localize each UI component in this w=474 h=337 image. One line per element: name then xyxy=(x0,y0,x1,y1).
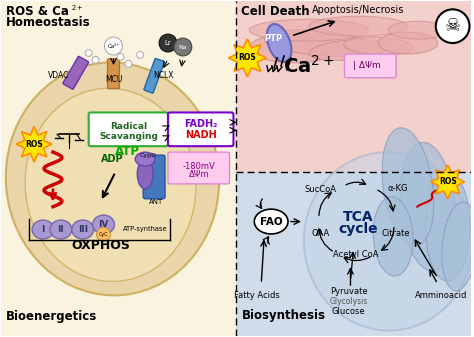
Text: Acetyl CoA: Acetyl CoA xyxy=(333,250,378,259)
Text: Ca²⁺: Ca²⁺ xyxy=(107,43,119,49)
Text: CypD: CypD xyxy=(140,153,157,158)
FancyBboxPatch shape xyxy=(144,59,164,93)
FancyBboxPatch shape xyxy=(168,152,229,184)
Circle shape xyxy=(174,38,192,56)
Text: Cell Death: Cell Death xyxy=(241,5,310,18)
Polygon shape xyxy=(228,39,266,77)
FancyBboxPatch shape xyxy=(63,56,89,89)
Ellipse shape xyxy=(264,30,373,56)
Bar xyxy=(237,172,472,336)
Ellipse shape xyxy=(309,16,408,36)
Text: ROS: ROS xyxy=(439,177,456,186)
Ellipse shape xyxy=(6,62,219,295)
Ellipse shape xyxy=(309,39,388,60)
Ellipse shape xyxy=(249,33,338,63)
Ellipse shape xyxy=(425,172,470,281)
Text: Amminoacid: Amminoacid xyxy=(415,292,467,301)
Circle shape xyxy=(85,50,92,56)
Circle shape xyxy=(125,60,132,67)
Text: ROS & Ca: ROS & Ca xyxy=(6,5,69,18)
Text: ANT: ANT xyxy=(149,199,163,205)
Text: IV: IV xyxy=(98,220,109,229)
Ellipse shape xyxy=(400,143,456,271)
Ellipse shape xyxy=(92,215,114,234)
FancyBboxPatch shape xyxy=(143,155,165,199)
Ellipse shape xyxy=(267,24,292,62)
Text: ROS: ROS xyxy=(238,54,256,62)
Ellipse shape xyxy=(373,197,413,276)
Text: TCA: TCA xyxy=(343,210,374,224)
Ellipse shape xyxy=(72,220,94,239)
Text: Ca$^{2+}$: Ca$^{2+}$ xyxy=(283,55,334,77)
Text: | ΔΨm: | ΔΨm xyxy=(354,61,381,70)
Text: OAA: OAA xyxy=(311,229,330,238)
Bar xyxy=(237,1,472,172)
Ellipse shape xyxy=(137,159,153,189)
Ellipse shape xyxy=(50,220,72,239)
Text: II: II xyxy=(57,225,64,234)
Ellipse shape xyxy=(382,128,434,246)
Circle shape xyxy=(436,9,469,43)
Ellipse shape xyxy=(32,220,54,239)
Text: NADH: NADH xyxy=(185,130,217,140)
Circle shape xyxy=(117,54,124,60)
Text: CyC: CyC xyxy=(99,232,109,237)
Text: Citrate: Citrate xyxy=(382,229,410,238)
Text: ΔΨm: ΔΨm xyxy=(189,171,209,179)
Polygon shape xyxy=(16,126,52,162)
Text: cycle: cycle xyxy=(338,221,378,236)
Text: PTP: PTP xyxy=(264,34,282,42)
Text: Glycolysis: Glycolysis xyxy=(329,297,368,306)
Text: ADP: ADP xyxy=(101,154,124,164)
Text: α-KG: α-KG xyxy=(388,184,408,193)
Circle shape xyxy=(159,34,177,52)
Text: Glucose: Glucose xyxy=(332,307,365,316)
Text: FADH₂: FADH₂ xyxy=(184,119,218,129)
Text: Biosynthesis: Biosynthesis xyxy=(241,309,325,322)
Circle shape xyxy=(105,37,122,55)
Circle shape xyxy=(97,227,110,241)
Text: Apoptosis/Necrosis: Apoptosis/Necrosis xyxy=(312,5,405,16)
Text: I: I xyxy=(41,225,45,234)
FancyBboxPatch shape xyxy=(168,113,234,146)
Text: ☠: ☠ xyxy=(445,17,461,35)
Text: Pyruvate: Pyruvate xyxy=(330,287,367,296)
Text: NCLX: NCLX xyxy=(153,71,173,80)
FancyBboxPatch shape xyxy=(108,59,119,89)
Ellipse shape xyxy=(388,21,447,39)
Text: Homeostasis: Homeostasis xyxy=(6,16,91,29)
Text: ATP: ATP xyxy=(115,145,140,158)
Text: FAO: FAO xyxy=(260,217,283,226)
FancyBboxPatch shape xyxy=(345,54,396,78)
Text: ATP-synthase: ATP-synthase xyxy=(123,226,167,233)
Text: OXPHOS: OXPHOS xyxy=(71,239,130,252)
Ellipse shape xyxy=(304,152,473,331)
Ellipse shape xyxy=(254,209,288,234)
Text: Scavanging: Scavanging xyxy=(99,132,158,141)
Text: Na: Na xyxy=(179,44,187,50)
Text: VDAC: VDAC xyxy=(48,71,70,80)
Ellipse shape xyxy=(442,202,474,291)
Text: Fatty Acids: Fatty Acids xyxy=(234,292,280,301)
Ellipse shape xyxy=(378,32,438,54)
Ellipse shape xyxy=(135,152,155,166)
Polygon shape xyxy=(431,165,465,199)
Text: III: III xyxy=(78,225,88,234)
Ellipse shape xyxy=(249,19,368,41)
Text: ROS: ROS xyxy=(25,140,43,149)
Circle shape xyxy=(92,56,99,63)
Ellipse shape xyxy=(25,88,196,281)
Text: Bioenergetics: Bioenergetics xyxy=(6,310,98,323)
Text: SucCoA: SucCoA xyxy=(305,185,337,194)
Text: -180mV: -180mV xyxy=(182,161,215,171)
Text: Lr: Lr xyxy=(164,40,172,46)
Bar xyxy=(1,1,237,336)
Text: $^{2+}$: $^{2+}$ xyxy=(71,5,83,16)
Text: MCU: MCU xyxy=(105,75,122,84)
FancyBboxPatch shape xyxy=(89,113,168,146)
Text: Radical: Radical xyxy=(110,122,147,131)
Ellipse shape xyxy=(344,37,413,55)
Circle shape xyxy=(137,52,144,58)
